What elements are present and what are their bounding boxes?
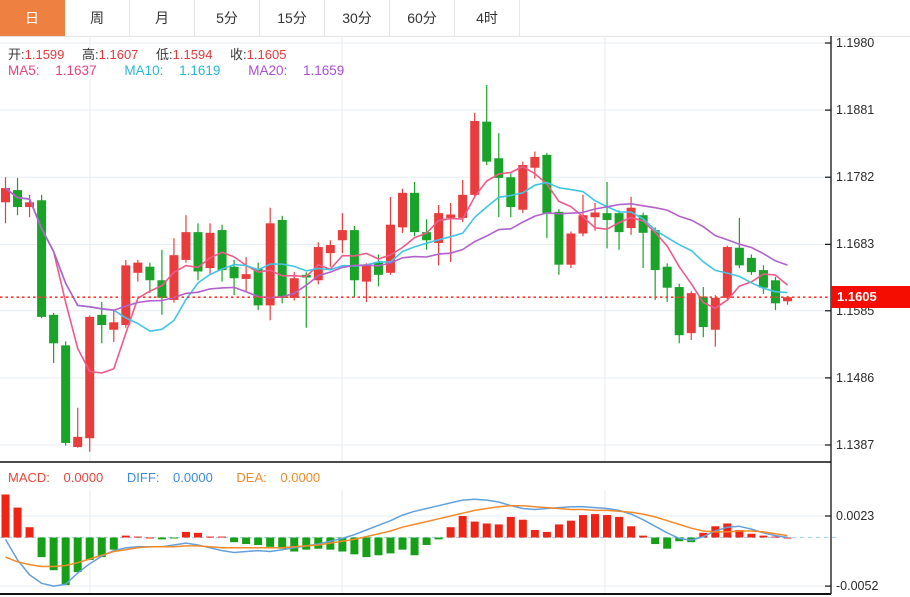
price-tick-label: 1.1980	[836, 36, 875, 50]
tab-week[interactable]: 周	[65, 0, 130, 36]
macd-tick-label: -0.0052	[836, 579, 879, 594]
dea-legend-item: DEA: 0.0000	[236, 470, 321, 485]
ma5-value: 1.1637	[55, 63, 97, 78]
diff-value: 0.0000	[173, 470, 213, 485]
low-value: 1.1594	[172, 47, 213, 62]
close-value: 1.1605	[246, 47, 287, 62]
high-label: 高:	[82, 47, 99, 62]
tab-month[interactable]: 月	[130, 0, 195, 36]
price-tick-label: 1.1387	[836, 438, 875, 452]
low-label: 低:	[156, 47, 173, 62]
tab-30min[interactable]: 30分	[325, 0, 390, 36]
price-tick-label: 1.1881	[836, 103, 875, 118]
price-tick-label: 1.1683	[836, 237, 875, 252]
ma20-value: 1.1659	[303, 63, 345, 78]
macd-value: 0.0000	[63, 470, 104, 485]
ma10-legend-item: MA10: 1.1619	[124, 63, 221, 78]
open-value: 1.1599	[24, 47, 65, 62]
tabbar-filler	[520, 0, 910, 36]
candles	[1, 85, 792, 452]
macd-tick-label: 0.0023	[836, 509, 875, 523]
price-tick-label: 1.1782	[836, 170, 875, 185]
ma5-legend-item: MA5: 1.1637	[8, 63, 97, 78]
ma10-value: 1.1619	[179, 63, 221, 78]
high-value: 1.1607	[98, 47, 139, 62]
current-price-badge: 1.1605	[831, 286, 910, 309]
period-tabbar: 日 周 月 5分 15分 30分 60分 4时	[0, 0, 910, 37]
macd-legend-item: MACD: 0.0000	[8, 470, 104, 485]
tab-15min[interactable]: 15分	[260, 0, 325, 36]
price-tick-label: 1.1486	[836, 370, 875, 385]
dea-value: 0.0000	[280, 470, 321, 485]
tab-day[interactable]: 日	[0, 0, 65, 36]
close-label: 收:	[230, 47, 247, 62]
ma20-legend-item: MA20: 1.1659	[248, 63, 345, 78]
macd-legend: MACD: 0.0000 DIFF: 0.0000 DEA: 0.0000	[8, 470, 340, 485]
tab-60min[interactable]: 60分	[390, 0, 455, 36]
ohlc-legend: 开:1.1599 高:1.1607 低:1.1594 收:1.1605	[8, 44, 300, 63]
diff-legend-item: DIFF: 0.0000	[126, 470, 213, 485]
ma-legend: MA5: 1.1637 MA10: 1.1619 MA20: 1.1659	[8, 63, 368, 78]
tab-5min[interactable]: 5分	[195, 0, 260, 36]
tab-4hour[interactable]: 4时	[455, 0, 520, 36]
open-label: 开:	[8, 47, 25, 62]
